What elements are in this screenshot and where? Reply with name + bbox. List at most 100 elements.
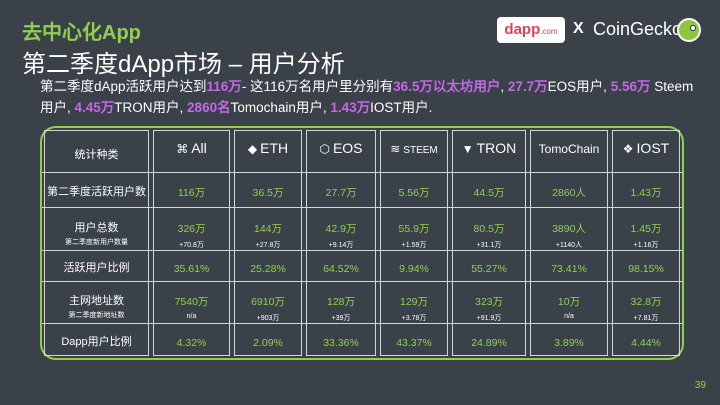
- table-cell: 55.9万 +1.59万: [378, 219, 450, 250]
- table-column-border: [380, 130, 448, 356]
- dapp-logo-suffix: .com: [540, 27, 558, 36]
- cell-subvalue: +1140人: [555, 241, 583, 249]
- cell-value: 55.27%: [471, 262, 507, 275]
- table-row-label: Dapp用户比例: [42, 333, 151, 349]
- table-cell: 80.5万 +31.1万: [450, 219, 528, 250]
- logo-separator: X: [573, 20, 584, 37]
- table-cell: 9.94%: [378, 259, 450, 277]
- table-row-divider: [42, 250, 682, 251]
- table-cell: 55.27%: [450, 259, 528, 277]
- table-row-label: 主网地址数第二季度新地址数: [42, 292, 151, 320]
- column-header-label: STEEM: [403, 145, 438, 156]
- summary-highlight: 36.5万以太坊用户: [393, 79, 501, 94]
- summary-highlight: 2860名: [187, 100, 231, 115]
- cell-value: 144万: [253, 222, 283, 235]
- row-label-text: 第二季度活跃用户数: [47, 185, 146, 198]
- cell-value: 25.28%: [250, 262, 286, 275]
- cell-value: 9.94%: [399, 262, 429, 275]
- table-row-divider: [42, 172, 682, 173]
- cell-value: 98.15%: [628, 262, 664, 275]
- column-header-iost: ❖ IOST: [610, 140, 682, 156]
- cell-value: 3890人: [552, 222, 586, 235]
- table-cell: 5.56万: [378, 183, 450, 201]
- table-column-border: [452, 130, 526, 356]
- table-row-divider: [42, 323, 682, 324]
- row-sublabel: 第二季度新地址数: [68, 312, 125, 319]
- cell-subvalue: n/a: [186, 313, 197, 320]
- summary-segment: Tomochain用户,: [230, 100, 331, 115]
- column-header-tron: ▼ TRON: [450, 140, 528, 156]
- summary-segment: ,: [500, 79, 508, 94]
- cell-subvalue: +31.1万: [476, 241, 502, 249]
- column-header-all: ⌘ All: [151, 140, 232, 156]
- cell-value: 2.09%: [253, 336, 283, 349]
- table-cell: 42.9万 +9.14万: [304, 219, 378, 250]
- cell-value: 80.5万: [473, 222, 505, 235]
- table-cell: 3.89%: [528, 333, 610, 351]
- table-row-label: 用户总数第二季度新用户数量: [42, 219, 151, 247]
- summary-highlight: 1.43万: [330, 100, 371, 115]
- page-number: 39: [694, 380, 706, 391]
- cell-subvalue: +1.16万: [633, 241, 659, 249]
- summary-text: 第二季度dApp活跃用户达到116万- 这116万名用户里分别有36.5万以太坊…: [40, 76, 700, 118]
- table-cell: 4.44%: [610, 333, 682, 351]
- table-column-border: [306, 130, 376, 356]
- row-label-text: 用户总数: [74, 221, 119, 234]
- cell-value: 6910万: [251, 296, 285, 308]
- table-cell: 2860人: [528, 183, 610, 201]
- cell-value: 326万: [177, 222, 206, 235]
- row-sublabel: 第二季度新用户数量: [65, 238, 128, 246]
- cell-value: 1.45万: [630, 222, 662, 235]
- column-header-tomochain: TomoChain: [528, 140, 610, 156]
- row-label-text: 主网地址数: [69, 295, 124, 307]
- cell-subvalue: +27.8万: [255, 241, 281, 249]
- table-cell: 326万 +70.8万: [151, 219, 232, 250]
- cell-subvalue: +3.78万: [401, 315, 427, 322]
- table-row-divider: [42, 281, 682, 282]
- table-cell: 27.7万: [304, 183, 378, 201]
- cell-value: 323万: [474, 296, 504, 308]
- tron-icon: ▼: [461, 142, 474, 156]
- column-header-label: TRON: [476, 140, 517, 156]
- cell-value: 3.89%: [554, 336, 584, 349]
- column-header-eos: ⬡ EOS: [304, 140, 378, 156]
- cell-value: 73.41%: [551, 262, 587, 275]
- cell-value: 32.8万: [630, 296, 662, 308]
- table-cell: 33.36%: [304, 333, 378, 351]
- table-cell: 35.61%: [151, 259, 232, 277]
- cell-value: 4.44%: [631, 336, 661, 349]
- table-cell: 64.52%: [304, 259, 378, 277]
- column-header-steem: ≋ STEEM: [378, 140, 450, 156]
- cell-subvalue: n/a: [564, 313, 574, 320]
- coingecko-wordmark: CoinGecko: [593, 19, 683, 39]
- column-header-label: TomoChain: [538, 142, 600, 156]
- cell-value: 116万: [177, 186, 206, 199]
- summary-segment: Steem用户,: [40, 79, 694, 115]
- table-corner-label: 统计种类: [74, 149, 119, 161]
- table-cell: 129万 +3.78万: [378, 292, 450, 323]
- table-cell: 43.37%: [378, 333, 450, 351]
- summary-segment: 第二季度dApp活跃用户达到: [40, 79, 207, 94]
- table-cell: 98.15%: [610, 259, 682, 277]
- command-icon: ⌘: [176, 142, 189, 156]
- summary-segment: EOS用户,: [547, 79, 611, 94]
- page-title: 第二季度dApp市场 – 用户分析: [22, 51, 345, 78]
- cell-subvalue: +39万: [331, 315, 351, 322]
- cell-subvalue: +70.8万: [179, 241, 204, 249]
- cell-value: 42.9万: [325, 222, 357, 235]
- cell-value: 4.32%: [176, 336, 207, 349]
- cell-subvalue: +903万: [256, 315, 280, 322]
- table-frame: [40, 126, 684, 360]
- cell-value: 35.61%: [173, 262, 210, 275]
- table-cell: 323万 +91.9万: [450, 292, 528, 323]
- table-cell: 24.89%: [450, 333, 528, 351]
- cell-value: 10万: [557, 296, 581, 308]
- summary-segment: TRON用户,: [114, 100, 188, 115]
- summary-segment: - 这116万名用户里分别有: [241, 79, 394, 94]
- cell-value: 2860人: [552, 186, 586, 199]
- steem-icon: ≋: [390, 142, 401, 156]
- cell-subvalue: +1.59万: [401, 241, 427, 249]
- cell-value: 64.52%: [323, 262, 359, 275]
- dapp-logo: dapp.com: [497, 17, 565, 43]
- table-cell: 6910万 +903万: [232, 292, 304, 323]
